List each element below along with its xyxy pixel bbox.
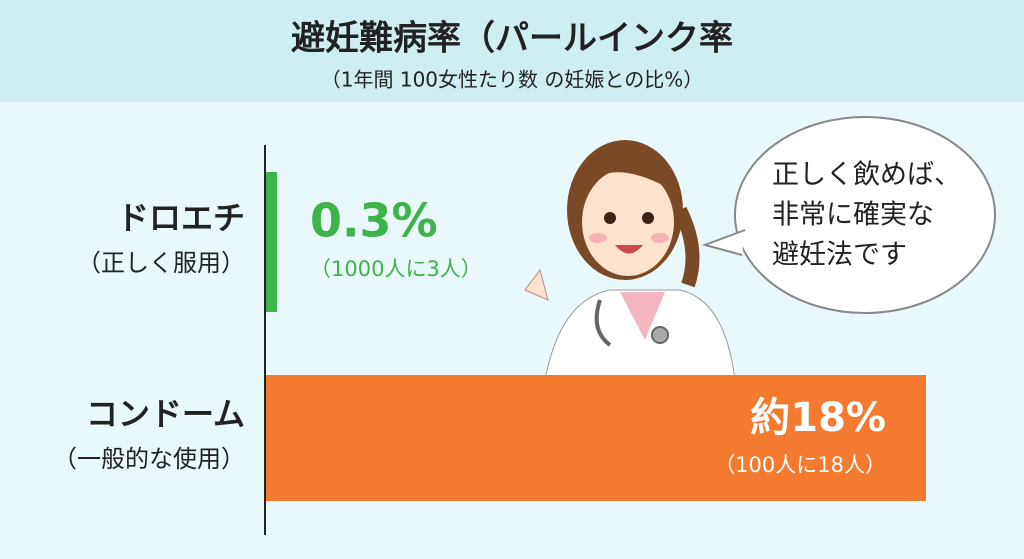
category-note: （一般的な使用）	[53, 445, 245, 473]
chart-title: 避妊難病率（パールインク率	[291, 19, 733, 59]
category-label: ドロエチ	[117, 199, 245, 237]
category-label: コンドーム	[86, 395, 245, 433]
value-label: 0.3%	[310, 194, 438, 248]
value-note: （100人に18人）	[714, 453, 886, 477]
speech-line: 非常に確実な	[772, 200, 934, 231]
value-note: （1000人に3人）	[310, 257, 482, 281]
bar	[266, 172, 277, 312]
header-band	[0, 0, 1024, 102]
doctor	[524, 140, 736, 381]
speech-line: 正しく飲めば、	[772, 160, 961, 191]
speech-bubble	[734, 116, 996, 314]
chart-subtitle: （1年間 100女性たり数 の妊娠との比%）	[321, 68, 703, 92]
value-label: 約18%	[750, 395, 886, 441]
bubble-tail	[701, 229, 746, 256]
bar	[266, 375, 926, 501]
category-note: （正しく服用）	[77, 249, 245, 277]
speech-line: 避妊法です	[772, 240, 907, 271]
